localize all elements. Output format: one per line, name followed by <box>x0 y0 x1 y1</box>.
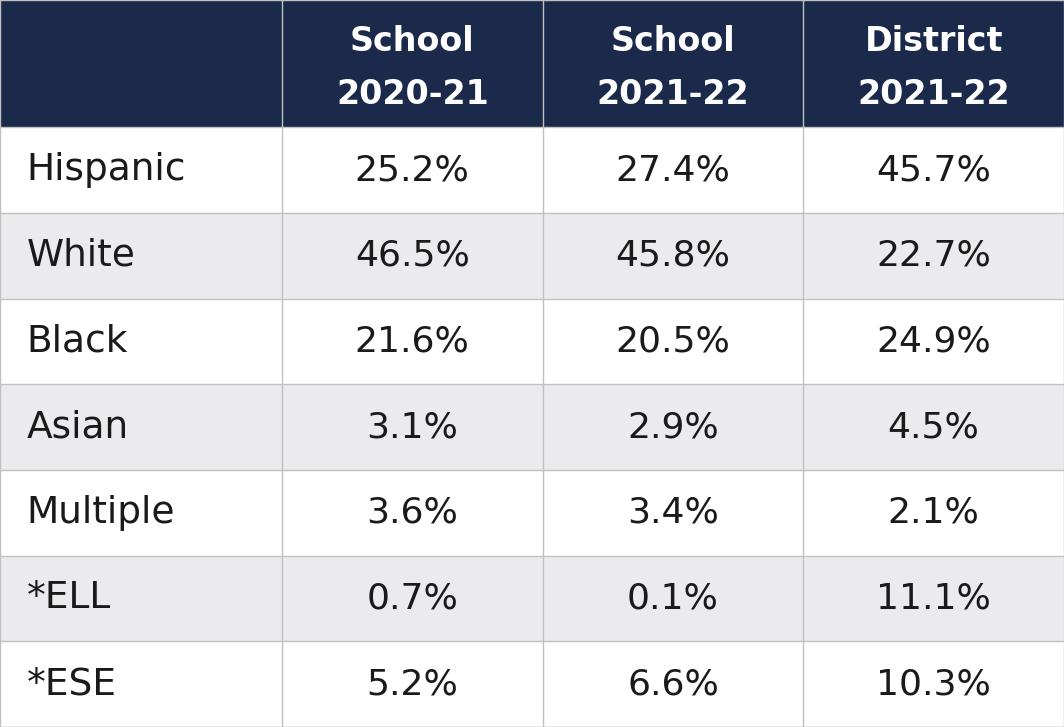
Text: 3.1%: 3.1% <box>366 410 459 444</box>
Bar <box>0 385 1064 470</box>
Text: School: School <box>611 25 735 58</box>
Bar <box>0 470 1064 555</box>
Bar <box>0 555 1064 641</box>
Text: 2.1%: 2.1% <box>887 496 980 530</box>
Text: 4.5%: 4.5% <box>887 410 980 444</box>
Text: 0.1%: 0.1% <box>627 582 719 616</box>
Text: 21.6%: 21.6% <box>355 324 469 358</box>
Text: 2021-22: 2021-22 <box>597 78 749 111</box>
Text: School: School <box>350 25 475 58</box>
Text: 25.2%: 25.2% <box>355 153 469 187</box>
Text: 2021-22: 2021-22 <box>858 78 1010 111</box>
Text: 2.9%: 2.9% <box>627 410 719 444</box>
Text: 27.4%: 27.4% <box>616 153 730 187</box>
Text: 10.3%: 10.3% <box>877 667 991 701</box>
Text: 46.5%: 46.5% <box>355 238 469 273</box>
Text: 45.8%: 45.8% <box>615 238 731 273</box>
Text: 0.7%: 0.7% <box>366 582 459 616</box>
Text: 11.1%: 11.1% <box>877 582 991 616</box>
Text: 3.6%: 3.6% <box>366 496 459 530</box>
Text: 24.9%: 24.9% <box>877 324 991 358</box>
Text: *ESE: *ESE <box>27 666 117 702</box>
Text: White: White <box>27 238 135 274</box>
Text: 3.4%: 3.4% <box>627 496 719 530</box>
Text: *ELL: *ELL <box>27 580 111 616</box>
Text: 5.2%: 5.2% <box>366 667 459 701</box>
Bar <box>0 127 1064 213</box>
Text: Hispanic: Hispanic <box>27 152 186 188</box>
Text: 6.6%: 6.6% <box>627 667 719 701</box>
Bar <box>0 299 1064 385</box>
Text: 45.7%: 45.7% <box>877 153 991 187</box>
Text: Asian: Asian <box>27 409 129 445</box>
Bar <box>0 0 1064 127</box>
Text: 20.5%: 20.5% <box>616 324 730 358</box>
Bar <box>0 641 1064 727</box>
Text: 2020-21: 2020-21 <box>336 78 488 111</box>
Text: District: District <box>864 25 1003 58</box>
Text: 22.7%: 22.7% <box>877 238 991 273</box>
Bar <box>0 213 1064 299</box>
Text: Multiple: Multiple <box>27 495 176 531</box>
Text: Black: Black <box>27 324 128 359</box>
